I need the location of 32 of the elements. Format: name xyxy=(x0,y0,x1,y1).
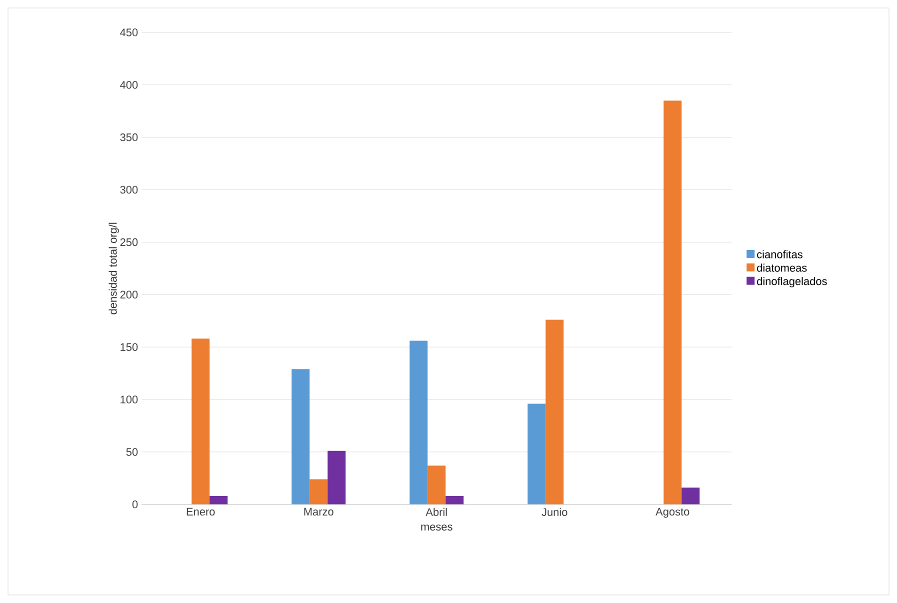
bar xyxy=(664,100,682,504)
bar xyxy=(328,450,346,504)
y-axis-title: densidad total org/l xyxy=(108,222,119,314)
y-tick-label: 400 xyxy=(120,80,138,89)
bar xyxy=(410,340,428,504)
legend-label: dinoflagelados xyxy=(757,277,827,288)
y-tick-label: 100 xyxy=(120,396,138,404)
y-tick-label: 50 xyxy=(126,448,138,456)
legend-label: diatomeas xyxy=(757,264,807,272)
bar xyxy=(546,320,564,504)
y-tick-label: 450 xyxy=(120,28,138,36)
legend-label: cianofitas xyxy=(757,250,802,258)
y-tick-label: 250 xyxy=(120,238,138,246)
y-tick-label: 300 xyxy=(120,186,138,194)
y-tick-label: 350 xyxy=(120,133,138,142)
bar xyxy=(428,466,446,504)
bar xyxy=(292,369,310,504)
x-axis-title: meses xyxy=(421,524,452,531)
x-tick-label: Enero xyxy=(186,508,215,516)
x-tick-label: Agosto xyxy=(656,508,690,518)
y-tick-label: 200 xyxy=(120,290,138,298)
bar xyxy=(210,496,228,504)
y-tick-label: 0 xyxy=(132,500,138,508)
bar xyxy=(192,338,210,504)
bar xyxy=(528,404,546,504)
bar xyxy=(682,488,700,504)
x-tick-label: Abril xyxy=(426,508,447,516)
y-tick-label: 150 xyxy=(120,343,138,351)
bar xyxy=(310,479,328,504)
bar xyxy=(446,496,464,504)
x-tick-label: Junio xyxy=(542,508,568,516)
x-tick-label: Marzo xyxy=(304,508,334,516)
